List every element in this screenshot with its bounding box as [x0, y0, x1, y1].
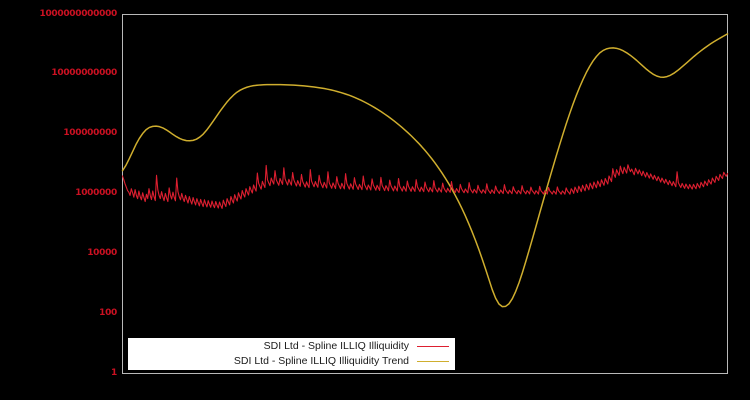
legend-swatch-illiquidity [417, 346, 449, 347]
legend-entry: SDI Ltd - Spline ILLIQ Illiquidity [128, 339, 455, 354]
y-tick-label: 10000000000 [51, 68, 117, 79]
y-tick-label: 100000000 [63, 128, 117, 139]
series-line-illiquidity [121, 164, 729, 209]
plot-area [122, 14, 728, 374]
legend-entry: SDI Ltd - Spline ILLIQ Illiquidity Trend [128, 354, 455, 369]
legend-swatch-trend [417, 361, 449, 362]
y-tick-label: 10000 [87, 247, 117, 258]
chart-legend: SDI Ltd - Spline ILLIQ Illiquidity SDI L… [128, 338, 455, 370]
legend-label: SDI Ltd - Spline ILLIQ Illiquidity [263, 340, 409, 352]
y-tick-label: 1000000 [75, 188, 117, 198]
y-tick-label: 100 [99, 307, 117, 318]
series-line-trend [121, 33, 729, 308]
y-tick-label: 1000000000000 [39, 8, 117, 19]
y-tick-label: 1 [111, 367, 117, 378]
legend-label: SDI Ltd - Spline ILLIQ Illiquidity Trend [233, 355, 409, 367]
